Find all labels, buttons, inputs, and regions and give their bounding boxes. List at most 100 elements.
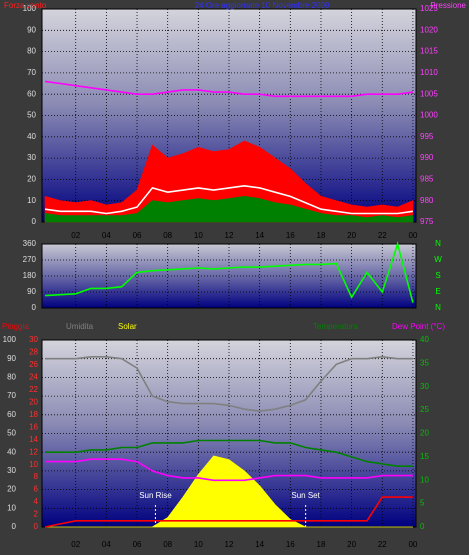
x-tick-label: 08 [163,231,172,240]
y3-tick-label: 8 [34,472,39,481]
x-tick-label: 06 [133,540,142,549]
line [44,184,414,215]
y3-tick-label: 4 [34,497,39,506]
y3-tick-label: 20 [29,397,38,406]
annotation: Sun Set [291,491,320,500]
y3-tick-label: 26 [29,360,38,369]
legend-entry: Umidita [66,322,94,331]
y3-tick-label: 0 [34,522,39,531]
chart-title: 24 Ore aggiornate 10 Novembre 2009 [195,1,330,10]
x-tick-label: 16 [286,231,295,240]
y-tick-label: 20 [27,175,36,184]
y-tick-label: 80 [7,373,16,382]
y-tick-label: 60 [27,89,36,98]
y3-tick-label: 12 [29,447,38,456]
y-axis-label: Forza vento [4,1,47,10]
area [44,195,414,223]
y2-tick-label: 1015 [420,47,438,56]
y2-tick-label: 1020 [420,25,438,34]
y2-tick-label: 25 [420,405,429,414]
legend-entry: Dew Point (°C) [392,322,445,331]
y2-tick-label: 10 [420,475,429,484]
y-tick-label: 90 [27,287,36,296]
legend-entry: Solar [118,322,137,331]
x-tick-label: 04 [102,231,111,240]
y-tick-label: 80 [27,47,36,56]
y-tick-label: 360 [23,239,37,248]
x-tick-label: 18 [317,231,326,240]
y2-tick-label: 990 [420,153,434,162]
x-tick-label: 20 [347,540,356,549]
x-tick-label: 22 [378,540,387,549]
x-tick-label: 22 [378,231,387,240]
y2-tick-label: 1000 [420,111,438,120]
y2-tick-label: 1025 [420,4,438,13]
line [44,80,414,98]
y-tick-label: 20 [7,485,16,494]
y2-tick-label: 35 [420,358,429,367]
legend-entry: Pioggia [2,322,29,331]
y-tick-label: 10 [7,503,16,512]
y2-tick-label: 985 [420,175,434,184]
y3-tick-label: 24 [29,373,38,382]
y2-tick-label: 40 [420,335,429,344]
y-tick-label: 70 [7,391,16,400]
y2-tick-label: S [435,271,440,280]
x-tick-label: 00 [408,540,417,549]
x-tick-label: 10 [194,540,203,549]
y2-axis-label: Pressione [430,1,466,10]
y2-tick-label: 995 [420,132,434,141]
x-tick-label: 00 [408,231,417,240]
y3-tick-label: 2 [34,510,39,519]
y3-tick-label: 6 [34,485,39,494]
y-tick-label: 70 [27,68,36,77]
x-tick-label: 08 [163,540,172,549]
y-tick-label: 0 [32,303,37,312]
line [44,496,413,528]
y2-tick-label: 975 [420,217,434,226]
y-tick-label: 90 [7,354,16,363]
y3-tick-label: 30 [29,335,38,344]
y2-tick-label: N [435,239,441,248]
y-tick-label: 50 [7,429,16,438]
x-tick-label: 20 [347,231,356,240]
annotation: Sun Rise [139,491,172,500]
y-tick-label: 30 [7,466,16,475]
y2-tick-label: W [434,255,442,264]
line [45,458,413,482]
y-tick-label: 50 [27,111,36,120]
y2-tick-label: 0 [420,522,425,531]
area [45,455,413,528]
y3-tick-label: 16 [29,422,38,431]
y-tick-label: 40 [7,447,16,456]
line [45,355,413,412]
y2-tick-label: 15 [420,452,429,461]
x-tick-label: 16 [286,540,295,549]
y2-tick-label: E [435,287,440,296]
y3-tick-label: 18 [29,410,38,419]
legend-entry: Temperatura [313,322,358,331]
y-tick-label: 60 [7,410,16,419]
y-tick-label: 100 [23,4,37,13]
line [45,439,413,467]
y-tick-label: 30 [27,153,36,162]
y2-tick-label: 980 [420,196,434,205]
y3-tick-label: 28 [29,348,38,357]
x-tick-label: 06 [133,231,142,240]
y2-tick-label: 1010 [420,68,438,77]
y-tick-label: 90 [27,25,36,34]
line [45,241,414,303]
x-tick-label: 12 [225,231,234,240]
y2-tick-label: 30 [420,382,429,391]
y-tick-label: 100 [3,335,17,344]
y-tick-label: 270 [23,255,37,264]
x-tick-label: 14 [255,540,264,549]
y2-tick-label: 1005 [420,89,438,98]
y2-tick-label: 20 [420,429,429,438]
y2-tick-label: 5 [420,499,425,508]
area [44,140,414,223]
x-tick-label: 18 [317,540,326,549]
x-tick-label: 10 [194,231,203,240]
